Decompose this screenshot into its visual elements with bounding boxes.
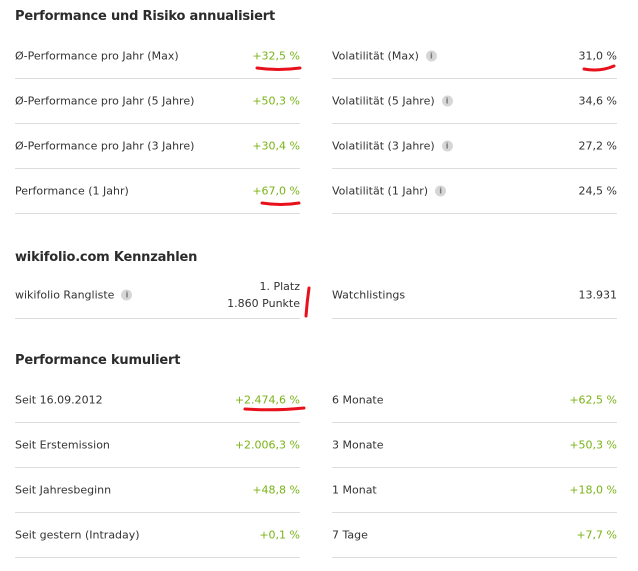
row-value: 34,6 % (578, 94, 617, 108)
row-label: Seit 16.09.2012 (15, 393, 103, 407)
row-label: Seit Jahresbeginn (15, 483, 112, 497)
row-value: +48,8 % (252, 483, 300, 497)
row-seit-erstemission: Seit Erstemission +2.006,3 % (15, 423, 300, 468)
info-icon[interactable]: i (441, 95, 453, 107)
row-seit-jahresbeginn: Seit Jahresbeginn +48,8 % (15, 468, 300, 513)
row-label: Ø-Performance pro Jahr (Max) (15, 49, 179, 63)
row-label: Seit Erstemission (15, 438, 110, 452)
row-label: wikifolio Rangliste (15, 288, 115, 302)
row-label-wrap: Volatilität (Max) i (332, 50, 437, 63)
row-performance-max: Ø-Performance pro Jahr (Max) +32,5 % (15, 34, 300, 79)
row-value: 13.931 (578, 288, 618, 302)
row-watchlistings: Watchlistings 13.931 (332, 272, 617, 319)
row-label: Seit gestern (Intraday) (15, 528, 140, 542)
row-label: Volatilität (1 Jahr) (332, 184, 429, 198)
row-value: +18,0 % (569, 483, 617, 497)
row-label: Performance (1 Jahr) (15, 184, 129, 198)
row-value: +0,1 % (259, 528, 300, 542)
row-value: +67,0 % (252, 184, 300, 198)
row-7-tage: 7 Tage +7,7 % (332, 513, 617, 558)
row-label: 3 Monate (332, 438, 384, 452)
row-label: Volatilität (Max) (332, 49, 419, 63)
row-volatility-max: Volatilität (Max) i 31,0 % (332, 34, 617, 79)
row-label: Watchlistings (332, 288, 406, 302)
row-label: Volatilität (3 Jahre) (332, 139, 435, 153)
rank-points: 1.860 Punkte (227, 297, 300, 310)
row-value: +30,4 % (252, 139, 300, 153)
row-value: +2.006,3 % (234, 438, 300, 452)
row-value: +32,5 % (252, 49, 300, 63)
row-rangliste: wikifolio Rangliste i 1. Platz 1.860 Punk… (15, 272, 300, 319)
row-value: +50,3 % (569, 438, 617, 452)
row-performance-1y: Performance (1 Jahr) +67,0 % (15, 169, 300, 214)
row-label: Volatilität (5 Jahre) (332, 94, 435, 108)
row-performance-5y: Ø-Performance pro Jahr (5 Jahre) +50,3 % (15, 79, 300, 124)
row-value: 31,0 % (578, 49, 617, 63)
rank-place: 1. Platz (259, 280, 300, 293)
row-label-wrap: Volatilität (3 Jahre) i (332, 140, 453, 153)
row-value: +2.474,6 % (234, 393, 300, 407)
row-seit-gestern: Seit gestern (Intraday) +0,1 % (15, 513, 300, 558)
row-label: 6 Monate (332, 393, 384, 407)
row-seit-start: Seit 16.09.2012 +2.474,6 % (15, 378, 300, 423)
section-title-performance-risiko: Performance und Risiko annualisiert (15, 9, 275, 24)
row-label: Ø-Performance pro Jahr (3 Jahre) (15, 139, 195, 153)
info-icon[interactable]: i (441, 140, 453, 152)
info-icon[interactable]: i (425, 50, 437, 62)
row-volatility-1y: Volatilität (1 Jahr) i 24,5 % (332, 169, 617, 214)
row-value: +62,5 % (569, 393, 617, 407)
row-label-wrap: Volatilität (1 Jahr) i (332, 184, 447, 198)
section-title-kennzahlen: wikifolio.com Kennzahlen (15, 250, 198, 265)
row-6-monate: 6 Monate +62,5 % (332, 378, 617, 423)
row-value: 27,2 % (578, 139, 617, 153)
row-performance-3y: Ø-Performance pro Jahr (3 Jahre) +30,4 % (15, 124, 300, 169)
row-label: 1 Monat (332, 483, 377, 497)
rank-value: 1. Platz 1.860 Punkte (227, 278, 300, 312)
row-label: 7 Tage (332, 528, 368, 542)
row-label-wrap: wikifolio Rangliste i (15, 288, 133, 302)
row-label: Ø-Performance pro Jahr (5 Jahre) (15, 94, 195, 108)
row-value: +50,3 % (252, 94, 300, 108)
row-volatility-3y: Volatilität (3 Jahre) i 27,2 % (332, 124, 617, 169)
info-icon[interactable]: i (121, 289, 133, 301)
row-volatility-5y: Volatilität (5 Jahre) i 34,6 % (332, 79, 617, 124)
section-title-kumuliert: Performance kumuliert (15, 353, 181, 368)
row-3-monate: 3 Monate +50,3 % (332, 423, 617, 468)
row-value: 24,5 % (578, 184, 617, 198)
info-icon[interactable]: i (435, 185, 447, 197)
row-value: +7,7 % (576, 528, 617, 542)
row-1-monat: 1 Monat +18,0 % (332, 468, 617, 513)
row-label-wrap: Volatilität (5 Jahre) i (332, 95, 453, 108)
vertical-mark-annotation (304, 286, 311, 318)
